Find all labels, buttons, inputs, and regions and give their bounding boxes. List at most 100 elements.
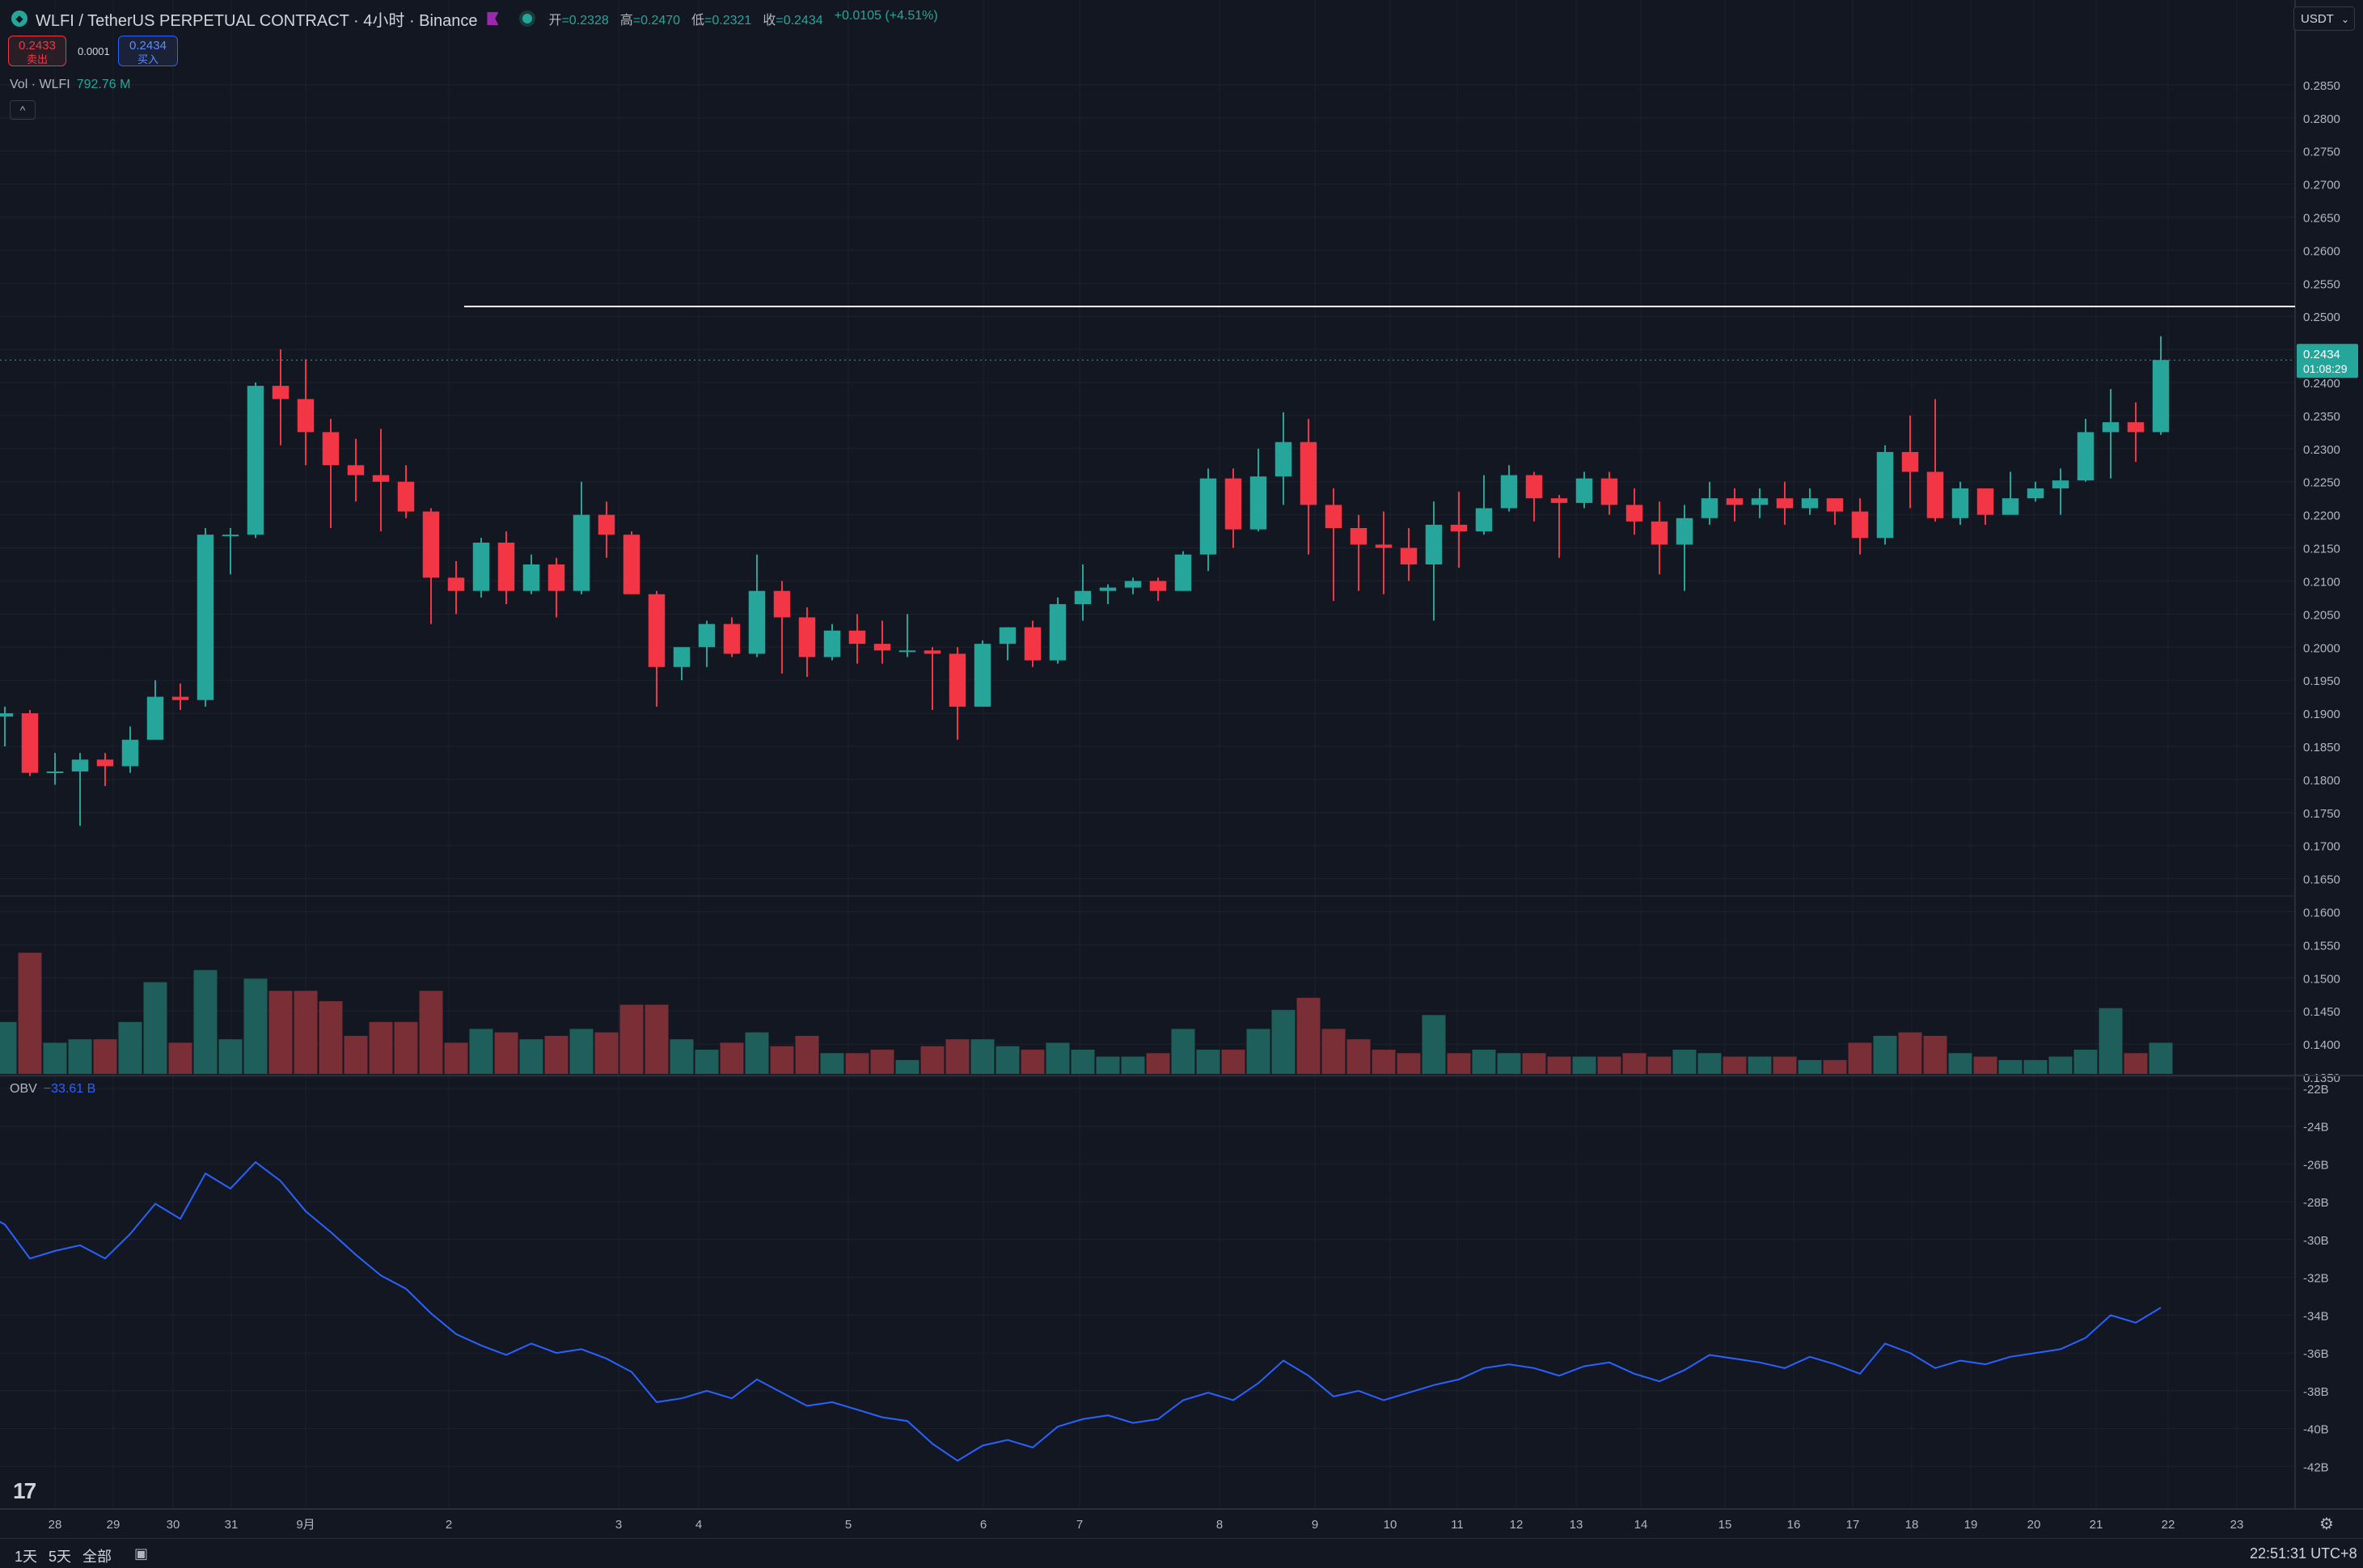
spread-value: 0.0001 [78,45,110,57]
range-1d-button[interactable]: 1天 [15,1549,38,1565]
candle-body [1676,518,1693,545]
candle-body [1099,587,1117,591]
candle-body [522,564,540,591]
price-tick-label: 0.1550 [2303,939,2340,953]
candle-body [1651,521,1668,545]
flag-icon[interactable] [487,12,499,25]
candle-body [71,759,89,772]
volume-bar [1848,1042,1872,1074]
volume-bar [1873,1035,1897,1074]
candle-body [1776,498,1794,509]
volume-bar [469,1029,493,1074]
volume-bar [720,1042,744,1074]
candle-body [1926,471,1944,518]
candle-body [1124,581,1142,588]
time-tick-label: 7 [1076,1518,1083,1532]
volume-bar [193,970,218,1074]
collapse-legend-button[interactable]: ^ [10,100,36,120]
volume-bar [820,1053,844,1074]
candle-body [1149,581,1167,591]
obv-legend[interactable]: OBV −33.61 B [10,1082,95,1097]
time-tick-label: 5 [845,1518,852,1532]
candle-body [873,644,891,651]
sell-button[interactable]: 0.2433 卖出 [8,36,66,66]
tradingview-logo-icon[interactable]: 17 [13,1478,36,1503]
candle-body [1525,475,1543,499]
price-tick-label: 0.2650 [2303,212,2340,226]
gear-icon[interactable]: ⚙ [2319,1515,2334,1533]
currency-selector[interactable]: USDT ⌄ [2293,6,2355,31]
volume-bar [1021,1050,1045,1074]
candle-body [2002,498,2019,515]
time-tick-label: 29 [107,1518,120,1532]
candle-body [898,650,916,653]
volume-bar [745,1032,769,1074]
price-tick-label: 0.2600 [2303,244,2340,258]
sell-price: 0.2433 [19,39,56,53]
volume-bar [1773,1056,1797,1074]
candle-body [0,713,14,717]
current-price-value: 0.2434 [2303,348,2340,361]
volume-bar [1271,1009,1296,1074]
symbol-title[interactable]: WLFI / TetherUS PERPETUAL CONTRACT · 4小时… [36,11,478,30]
volume-bar [344,1035,368,1074]
wlfi-logo-icon: ◆ [11,11,27,27]
obv-tick-label: -22B [2303,1083,2329,1097]
volume-bar [1898,1032,1922,1074]
candle-body [2027,488,2044,499]
price-tick-label: 0.1850 [2303,741,2340,754]
candle-body [1826,498,1844,512]
volume-bar [2048,1056,2073,1074]
range-all-button[interactable]: 全部 [82,1549,112,1565]
volume-bar [268,991,293,1074]
volume-legend[interactable]: Vol · WLFI 792.76 M [10,78,130,92]
candle-body [1976,488,1994,515]
price-tick-label: 0.1650 [2303,873,2340,887]
time-tick-label: 17 [1846,1518,1860,1532]
volume-bar [996,1046,1020,1074]
candle-body [798,617,816,657]
candle-body [447,577,465,591]
ohlc-values: 开=0.2328 高=0.2470 低=0.2321 收=0.2434 +0.0… [548,9,938,27]
time-tick-label: 12 [1510,1518,1524,1532]
volume-bar [795,1035,819,1074]
countdown-timer: 01:08:29 [2303,362,2348,375]
time-tick-label: 23 [2230,1518,2244,1532]
candle-body [497,543,515,591]
bottom-toolbar: 1天 5天 全部 ▣ 22:51:31 UTC+8 [0,1538,2363,1568]
volume-bar [1372,1050,1396,1074]
candle-body [272,386,290,399]
candle-body [1249,476,1267,530]
volume-bar [2073,1050,2098,1074]
volume-bar [1196,1050,1220,1074]
candle-body [1274,442,1292,477]
volume-bar [1697,1053,1722,1074]
volume-bar [519,1039,543,1074]
candle-body [297,399,315,433]
candle-body [1350,528,1367,545]
obv-tick-label: -42B [2303,1460,2329,1474]
price-tick-label: 0.2750 [2303,146,2340,159]
candle-body [322,432,340,466]
time-tick-label: 22 [2162,1518,2175,1532]
candle-body [1751,498,1769,505]
chevron-down-icon: ⌄ [2340,14,2349,25]
candle-body [2052,480,2069,488]
volume-bar [168,1042,192,1074]
volume-bar [369,1021,393,1074]
obv-line [0,1160,2162,1462]
clock-time[interactable]: 22:51:31 UTC+8 [2250,1545,2357,1562]
volume-bar [945,1039,970,1074]
date-range-icon[interactable]: ▣ [134,1545,149,1562]
candle-body [698,623,716,648]
price-tick-label: 0.1400 [2303,1038,2340,1052]
candle-body [1575,478,1593,503]
candle-body [547,564,565,591]
price-tick-label: 0.2000 [2303,641,2340,655]
volume-bar [895,1059,919,1074]
buy-button[interactable]: 0.2434 买入 [118,36,178,66]
current-price-badge [2297,344,2358,378]
volume-bar [2023,1059,2048,1074]
range-5d-button[interactable]: 5天 [49,1549,72,1565]
